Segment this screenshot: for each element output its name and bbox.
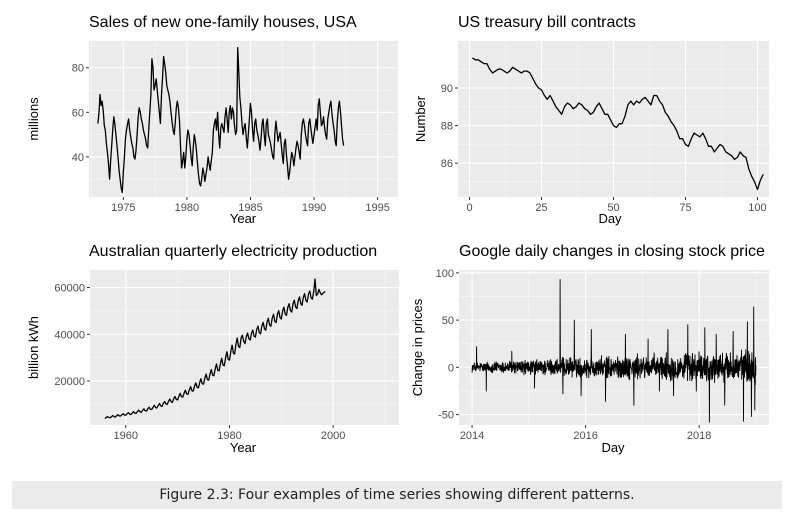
chart-google-stock-changes: 2014 2016 2018 -50 0 50 100 Google daily change… <box>410 243 769 455</box>
chart-electricity-production: 1960 1980 2000 20000 40000 60000 Australian qu… <box>26 243 399 455</box>
x-axis-label: Year <box>230 211 257 226</box>
y-tick-label: 88 <box>441 121 453 133</box>
x-tick-label: 1995 <box>365 202 389 214</box>
x-tick-label: 100 <box>748 202 766 214</box>
chart-title: Sales of new one-family houses, USA <box>89 14 357 31</box>
y-tick-label: -50 <box>438 410 454 422</box>
x-tick-label: 2014 <box>460 430 484 442</box>
y-tick-label: 90 <box>441 83 453 95</box>
x-tick-label: 1975 <box>111 202 135 214</box>
x-tick-label: 2016 <box>573 430 597 442</box>
series-line <box>472 57 764 191</box>
plot-panel <box>90 270 399 425</box>
y-axis-label: Change in prices <box>410 298 425 396</box>
chart-title: US treasury bill contracts <box>458 14 636 31</box>
x-axis-label: Day <box>601 440 625 455</box>
series-line <box>471 279 757 423</box>
y-axis-label: millions <box>26 97 41 141</box>
x-tick-label: 75 <box>679 202 691 214</box>
y-tick-label: 50 <box>442 315 454 327</box>
y-tick-label: 0 <box>448 362 454 374</box>
x-tick-label: 1985 <box>238 202 262 214</box>
y-tick-label: 40 <box>72 152 84 164</box>
y-tick-label: 40000 <box>54 329 85 341</box>
y-axis-label: Number <box>413 95 428 142</box>
figure: 1975 1980 1985 1990 1995 40 60 80 Sales of new o… <box>26 14 769 455</box>
y-tick-label: 20000 <box>54 376 85 388</box>
x-tick-label: 2018 <box>687 430 711 442</box>
x-tick-label: 50 <box>607 202 619 214</box>
x-tick-label: 2000 <box>321 430 345 442</box>
plot-panel <box>89 41 398 197</box>
y-tick-label: 100 <box>436 268 454 280</box>
y-axis-label: billion kWh <box>26 316 41 379</box>
chart-title: Google daily changes in closing stock pr… <box>459 243 765 260</box>
figure-caption: Figure 2.3: Four examples of time series… <box>12 481 782 509</box>
x-tick-label: 25 <box>535 202 547 214</box>
series-line <box>97 47 345 194</box>
chart-title: Australian quarterly electricity product… <box>89 243 377 260</box>
x-axis-label: Year <box>230 440 257 455</box>
plot-panel <box>459 270 769 425</box>
series-line <box>104 278 326 420</box>
x-tick-label: 0 <box>466 202 472 214</box>
x-tick-label: 1980 <box>217 430 241 442</box>
y-tick-label: 80 <box>72 63 84 75</box>
chart-house-sales: 1975 1980 1985 1990 1995 40 60 80 Sales of new o… <box>26 14 398 226</box>
y-tick-label: 60000 <box>54 283 85 295</box>
x-axis-label: Day <box>598 211 622 226</box>
y-tick-label: 86 <box>441 158 453 170</box>
x-tick-label: 1980 <box>175 202 199 214</box>
x-tick-label: 1960 <box>114 430 138 442</box>
x-tick-label: 1990 <box>302 202 326 214</box>
chart-treasury-bills: 0 25 50 75 100 86 88 90 US treasury bill contrac… <box>413 14 769 226</box>
y-tick-label: 60 <box>72 107 84 119</box>
